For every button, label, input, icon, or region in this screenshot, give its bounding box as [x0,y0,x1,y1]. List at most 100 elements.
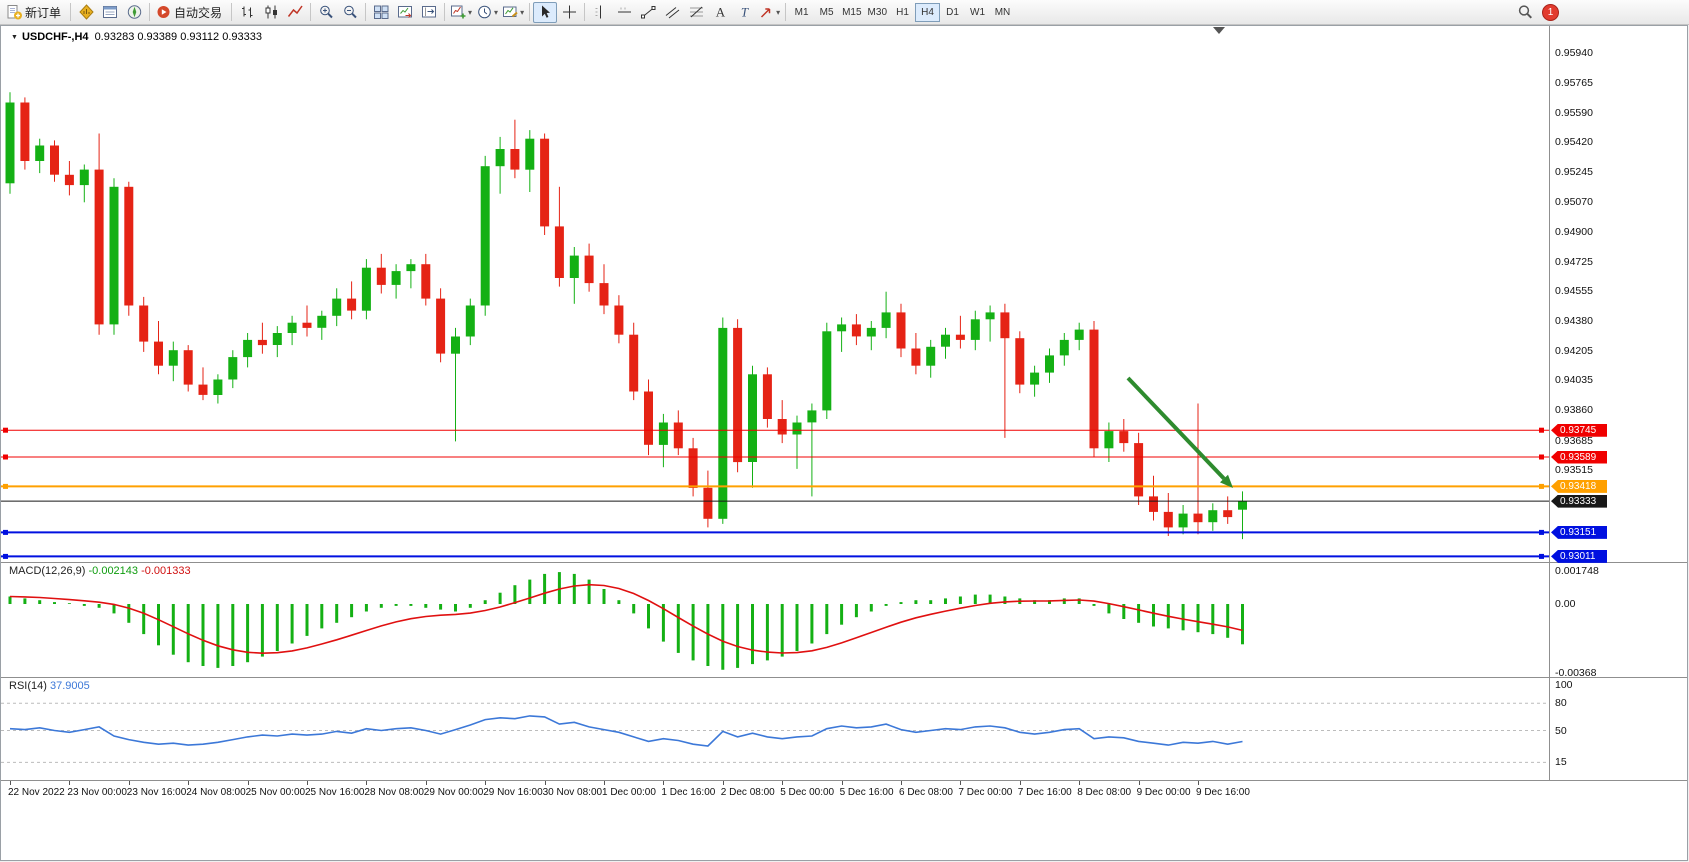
price-tag-0.93589: 0.93589 [1551,450,1607,464]
panel-splitter[interactable] [1,562,1687,563]
timeframe-h1[interactable]: H1 [890,3,915,22]
bar-chart-button[interactable] [235,2,259,23]
panel-splitter[interactable] [1,677,1687,678]
timeframe-w1[interactable]: W1 [965,3,990,22]
data-window-icon [102,4,119,20]
time-axis-label: 28 Nov 08:00 [364,787,424,798]
time-axis-tick [307,781,308,785]
toolbar-separator [365,3,367,21]
period-button[interactable]: ▾ [474,2,500,23]
candlestick-chart-button[interactable] [259,2,283,23]
new-order-label: 新订单 [25,5,62,20]
channel-icon [664,4,681,20]
fibonacci-button[interactable] [684,2,708,23]
macd-main-value: -0.002143 [88,565,139,577]
horizontal-line-0.93151[interactable] [1,529,1549,535]
horizontal-line-button[interactable] [612,2,636,23]
horizontal-line-icon [616,4,633,20]
chart-shift-icon [421,4,438,20]
crosshair-button[interactable] [557,2,581,23]
chart-window: 0.95940 0.95765 0.95590 0.95420 0.95245 0.950… [0,25,1688,861]
collapse-caret-icon[interactable]: ▼ [11,34,18,41]
toolbar-separator [529,3,531,21]
search-icon [1517,4,1534,20]
price-tag-0.93745: 0.93745 [1551,423,1607,437]
panel-splitter[interactable] [1,780,1687,781]
text-tool-button[interactable]: A [708,2,732,23]
horizontal-line-0.93418[interactable] [1,483,1549,489]
timeframe-h4[interactable]: H4 [915,2,940,22]
macd-indicator-label: MACD(12,26,9) -0.002143 -0.001333 [9,565,191,577]
time-axis-tick [1198,781,1199,785]
chart-shift-marker[interactable] [1213,27,1225,34]
horizontal-line-0.93011[interactable] [1,553,1549,559]
time-axis-tick [69,781,71,785]
price-axis-label: 0.95590 [1555,106,1593,119]
price-axis[interactable]: 0.95940 0.95765 0.95590 0.95420 0.95245 0.950… [1550,26,1687,780]
data-window-button[interactable] [98,2,122,23]
time-axis-label: 24 Nov 08:00 [186,787,246,798]
time-axis-label: 1 Dec 16:00 [661,787,716,798]
timeframe-d1[interactable]: D1 [940,3,965,22]
macd-name: MACD(12,26,9) [9,565,86,577]
navigator-button[interactable] [122,2,146,23]
time-axis-label: 9 Dec 16:00 [1196,787,1250,798]
chart-shift-button[interactable] [417,2,441,23]
dropdown-caret-icon: ▾ [520,7,525,17]
toolbar-separator [444,3,446,21]
notification-badge[interactable]: 1 [1542,3,1559,21]
timeframe-m1[interactable]: M1 [789,3,814,22]
rsi-canvas[interactable] [1,678,1549,780]
price-axis-label: 0.94725 [1555,255,1593,268]
new-chart-button[interactable]: ▾ [448,2,474,23]
cursor-button[interactable] [533,1,558,23]
channel-button[interactable] [660,2,684,23]
price-axis-label: 0.95940 [1555,46,1593,59]
price-chart-canvas[interactable] [1,26,1549,562]
arrow-shapes-button[interactable]: ▾ [756,2,782,23]
autotrading-button[interactable]: 自动交易 [153,2,228,23]
rsi-indicator-label: RSI(14) 37.9005 [9,680,90,692]
horizontal-line-0.93589[interactable] [1,454,1549,460]
new-order-button[interactable]: 新订单 [4,2,67,23]
time-axis-label: 8 Dec 08:00 [1077,787,1132,798]
vertical-line-button[interactable] [588,2,612,23]
period-icon [476,4,493,20]
label-tool-button[interactable]: T [732,2,756,23]
crosshair-icon [561,4,578,20]
time-axis-tick [247,781,249,785]
timeframe-m15[interactable]: M15 [839,3,864,22]
time-axis[interactable]: 22 Nov 2022 23 Nov 00:00 23 Nov 16:00 24 No… [1,781,1549,861]
macd-canvas[interactable] [1,563,1549,677]
auto-scroll-button[interactable] [393,2,417,23]
time-axis-label: 29 Nov 00:00 [423,787,484,798]
toolbar-separator [70,3,72,21]
time-axis-tick [901,781,902,785]
line-chart-button[interactable] [283,2,307,23]
ohlc-values: 0.93283 0.93389 0.93112 0.93333 [94,31,262,43]
time-axis-tick [10,781,11,785]
search-button[interactable] [1513,2,1537,23]
price-axis-label: 0.93860 [1555,404,1593,417]
rsi-axis-label: 80 [1555,697,1567,710]
rsi-line [9,715,1243,747]
zoom-out-button[interactable] [338,2,362,23]
timeframe-mn[interactable]: MN [990,3,1015,22]
template-button[interactable]: ▾ [500,2,526,23]
market-watch-button[interactable] [74,2,98,23]
zoom-in-button[interactable] [314,2,338,23]
cursor-icon [537,4,554,20]
trendline-button[interactable] [636,2,660,23]
horizontal-line-0.93745[interactable] [1,427,1549,433]
timeframe-m30[interactable]: M30 [865,3,890,22]
toolbar-separator [785,3,787,21]
price-tag-0.93151: 0.93151 [1551,525,1607,539]
price-tag-0.93333: 0.93333 [1551,494,1607,508]
time-axis-tick [425,781,427,785]
candlestick-chart-icon [263,4,280,20]
trend-arrow[interactable] [1126,376,1233,488]
timeframe-m5[interactable]: M5 [814,3,839,22]
price-axis-label: 0.94205 [1555,345,1593,358]
time-axis-tick [722,781,724,785]
tile-windows-button[interactable] [369,2,393,23]
